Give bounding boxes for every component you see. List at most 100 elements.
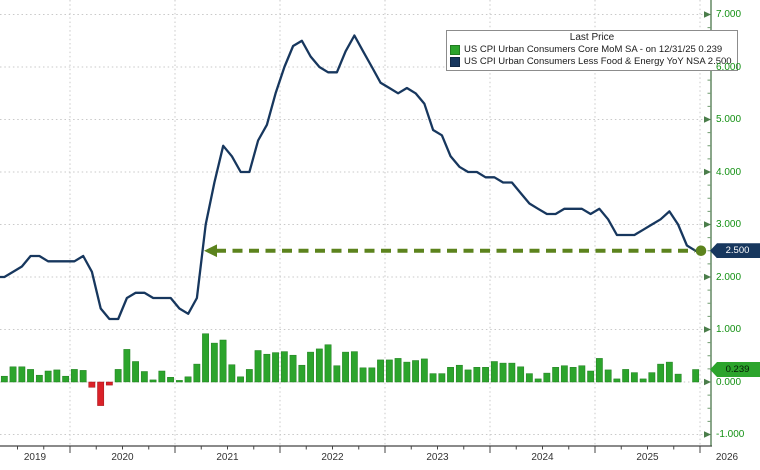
x-axis-year-label: 2024 bbox=[531, 452, 554, 463]
cpi-mom-bar bbox=[569, 367, 577, 383]
series-swatch-navy-icon bbox=[450, 57, 460, 67]
cpi-mom-bar bbox=[167, 377, 174, 383]
y-tick-arrow-icon bbox=[704, 431, 711, 438]
x-axis-year-label: 2020 bbox=[111, 452, 134, 463]
cpi-mom-bar bbox=[412, 360, 419, 383]
y-tick-arrow-icon bbox=[704, 273, 711, 281]
cpi-mom-bar bbox=[298, 364, 306, 383]
cpi-mom-bar bbox=[219, 339, 227, 383]
cpi-mom-bar bbox=[438, 373, 446, 383]
cpi-mom-bar bbox=[44, 370, 52, 383]
y-tick-arrow-icon bbox=[704, 168, 711, 176]
cpi-mom-bar bbox=[429, 373, 437, 383]
annotation-left-arrowhead-icon bbox=[204, 244, 217, 258]
x-axis-year-label: 2026 bbox=[715, 452, 739, 463]
cpi-mom-bar bbox=[245, 369, 253, 383]
cpi-mom-bar bbox=[140, 371, 148, 383]
y-axis-label: -1.000 bbox=[716, 429, 745, 440]
y-tick-arrow-icon bbox=[704, 326, 711, 333]
cpi-mom-bar bbox=[604, 369, 612, 383]
x-axis-year-label: 2021 bbox=[216, 452, 239, 463]
cpi-mom-bar bbox=[27, 369, 34, 383]
cpi-mom-bar bbox=[9, 366, 17, 383]
legend-label-core-yoy: US CPI Urban Consumers Less Food & Energ… bbox=[464, 56, 732, 67]
x-axis-year-label: 2023 bbox=[426, 452, 449, 463]
cpi-mom-bar bbox=[123, 349, 131, 383]
core-yoy-line bbox=[0, 34, 706, 321]
y-axis-label: 6.000 bbox=[716, 61, 742, 73]
cpi-mom-bar bbox=[665, 361, 673, 383]
cpi-mom-bar bbox=[368, 367, 376, 383]
cpi-mom-bar bbox=[97, 381, 105, 406]
cpi-mom-bar bbox=[114, 369, 122, 383]
cpi-mom-bar bbox=[210, 342, 218, 383]
last-price-badge-0.239: 0.239 bbox=[710, 361, 760, 377]
y-tick-arrow-icon bbox=[704, 11, 711, 18]
y-tick-arrow-icon bbox=[704, 378, 711, 386]
cpi-mom-bar bbox=[272, 352, 279, 383]
cpi-mom-bar bbox=[648, 372, 656, 383]
cpi-mom-bar bbox=[79, 370, 87, 383]
cpi-mom-bar bbox=[455, 364, 463, 383]
cpi-mom-bar bbox=[228, 364, 236, 383]
series-swatch-green-icon bbox=[450, 45, 460, 55]
cpi-mom-bar bbox=[342, 351, 349, 383]
cpi-mom-bar bbox=[674, 373, 682, 383]
cpi-mom-bar bbox=[280, 351, 288, 383]
cpi-mom-bar bbox=[53, 369, 61, 383]
cpi-mom-bar bbox=[237, 376, 244, 383]
y-axis-label: 7.000 bbox=[716, 9, 742, 20]
cpi-mom-bar bbox=[447, 367, 454, 383]
cpi-mom-bar bbox=[657, 363, 665, 383]
cpi-mom-bar bbox=[482, 367, 489, 383]
cpi-mom-bar bbox=[534, 378, 542, 383]
cpi-mom-bar bbox=[394, 358, 402, 383]
cpi-mom-bar bbox=[403, 361, 411, 383]
x-axis-year-label: 2022 bbox=[321, 452, 344, 463]
cpi-mom-bar bbox=[359, 367, 367, 383]
cpi-mom-bar bbox=[175, 380, 183, 383]
y-axis-label: 5.000 bbox=[716, 114, 742, 125]
annotation-end-dot-icon bbox=[695, 245, 707, 257]
x-axis-year-label: 2025 bbox=[636, 452, 659, 463]
y-axis-label: 2.000 bbox=[716, 271, 742, 283]
cpi-mom-bar bbox=[639, 378, 647, 383]
cpi-mom-bar bbox=[254, 350, 262, 383]
cpi-mom-bar bbox=[184, 376, 192, 383]
cpi-mom-bar bbox=[149, 379, 157, 383]
x-axis-year-label: 2019 bbox=[23, 452, 47, 463]
cpi-mom-bar bbox=[158, 370, 166, 383]
cpi-mom-bar bbox=[62, 375, 70, 383]
cpi-mom-bar bbox=[333, 365, 341, 383]
legend-item-core-yoy[interactable]: US CPI Urban Consumers Less Food & Energ… bbox=[450, 56, 734, 68]
y-tick-arrow-icon bbox=[704, 221, 711, 228]
cpi-mom-bar bbox=[552, 367, 560, 383]
legend-label-core-mom: US CPI Urban Consumers Core MoM SA - on … bbox=[464, 44, 723, 55]
cpi-mom-bar bbox=[0, 375, 8, 383]
cpi-mom-bar bbox=[88, 381, 96, 388]
cpi-mom-bar bbox=[385, 359, 393, 383]
cpi-mom-bar bbox=[613, 378, 621, 383]
cpi-mom-bar bbox=[692, 369, 700, 383]
cpi-mom-bar bbox=[517, 366, 525, 383]
cpi-mom-bar bbox=[193, 363, 201, 383]
legend-title: Last Price bbox=[569, 32, 615, 43]
cpi-mom-bar bbox=[307, 351, 314, 383]
cpi-mom-bar bbox=[508, 362, 516, 383]
y-tick-arrow-icon bbox=[704, 116, 711, 123]
cpi-mom-bar bbox=[595, 358, 603, 383]
cpi-mom-bar bbox=[315, 348, 323, 383]
cpi-mom-bar bbox=[202, 333, 209, 383]
legend-item-core-mom[interactable]: US CPI Urban Consumers Core MoM SA - on … bbox=[450, 44, 734, 56]
cpi-mom-bar bbox=[324, 344, 332, 383]
cpi-mom-bar bbox=[490, 361, 498, 383]
cpi-mom-bar bbox=[350, 351, 358, 383]
cpi-mom-bar bbox=[105, 381, 113, 386]
cpi-mom-bar bbox=[578, 365, 586, 383]
cpi-mom-bar bbox=[70, 369, 78, 383]
last-price-badge-2.500: 2.500 bbox=[710, 243, 760, 259]
legend: Last Price US CPI Urban Consumers Core M… bbox=[446, 30, 738, 71]
cpi-mom-bar bbox=[132, 361, 139, 383]
